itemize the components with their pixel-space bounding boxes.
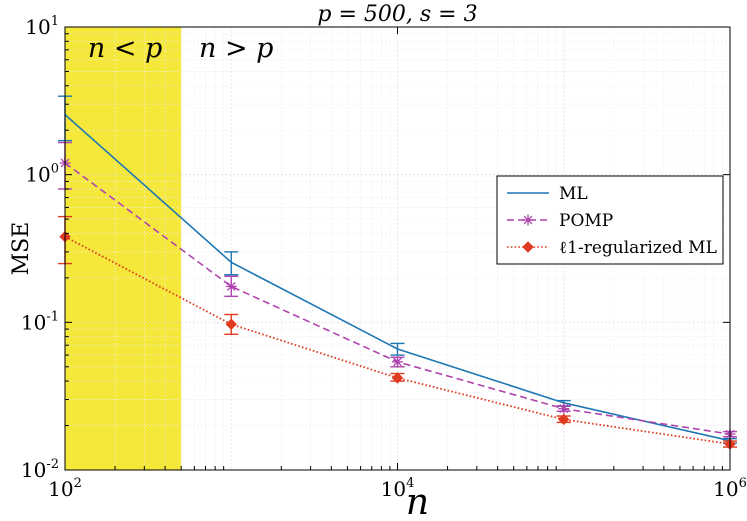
legend-label-1: POMP: [559, 211, 613, 231]
legend-swatch-marker-2: [522, 241, 534, 253]
y-tick-label-exponent: 1: [51, 14, 59, 29]
marker-stroke: [393, 357, 402, 367]
data-point-1: [225, 280, 237, 292]
legend-label-2: ℓ1-regularized ML: [559, 238, 717, 258]
y-tick-label-base: 10: [25, 163, 50, 187]
marker-stroke: [523, 215, 533, 225]
marker-stroke: [559, 404, 569, 414]
x-tick-label-base: 10: [48, 477, 73, 501]
y-tick-label-base: 10: [21, 310, 46, 334]
data-point-2: [225, 318, 237, 330]
y-tick-label-base: 10: [25, 15, 50, 39]
data-point-2: [558, 413, 570, 426]
region-label-0: n < p: [88, 33, 162, 64]
x-tick-label: 106: [713, 476, 747, 501]
region-label-1: n > p: [199, 33, 273, 64]
data-point-1: [392, 356, 403, 368]
region-shade-0: [65, 27, 182, 470]
y-tick-label: 10-1: [21, 309, 59, 334]
x-tick-label-exponent: 6: [739, 476, 747, 491]
legend: ML POMP ℓ1-regularized ML: [496, 175, 724, 265]
x-tick-label-base: 10: [713, 477, 738, 501]
y-tick-label: 101: [25, 14, 59, 39]
y-tick-label: 10-2: [21, 457, 59, 482]
y-tick-label-exponent: 0: [51, 162, 59, 177]
marker-stroke: [226, 282, 236, 291]
error-bar: [390, 342, 405, 356]
y-tick-label-exponent: -2: [46, 457, 59, 472]
data-point-2: [391, 372, 404, 384]
series-line-2: [64, 235, 731, 445]
x-axis-label: n: [406, 482, 429, 521]
x-tick-label-base: 10: [381, 477, 406, 501]
axes-layer: [64, 26, 731, 471]
x-tick-label: 104: [381, 476, 415, 501]
series-layer: [58, 95, 737, 450]
y-tick-label: 100: [25, 162, 59, 187]
chart-title: p = 500, s = 3: [317, 2, 477, 27]
error-bar: [224, 251, 239, 276]
x-tick-label-exponent: 2: [74, 476, 82, 491]
legend-swatch-marker-1: [522, 214, 534, 226]
x-tick-label-exponent: 4: [406, 476, 414, 491]
y-axis-label: MSE: [9, 222, 34, 276]
y-tick-label-base: 10: [21, 458, 46, 482]
data-point-1: [558, 403, 570, 415]
y-tick-label-exponent: -1: [46, 309, 59, 324]
legend-label-0: ML: [559, 184, 588, 204]
x-tick-label: 102: [48, 476, 82, 501]
